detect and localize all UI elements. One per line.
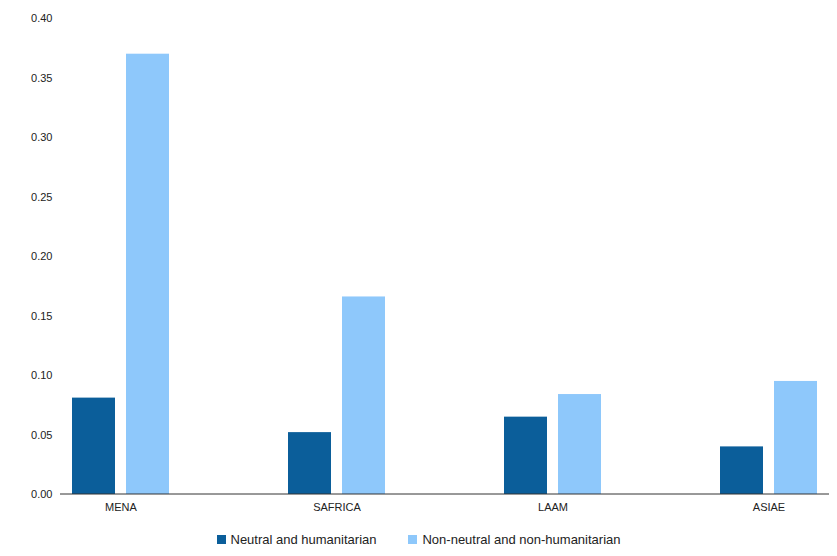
svg-text:0.25: 0.25	[31, 191, 52, 203]
svg-text:0.05: 0.05	[31, 429, 52, 441]
svg-text:0.10: 0.10	[31, 369, 52, 381]
svg-text:0.40: 0.40	[31, 12, 52, 24]
html-text:Neutral and humanitarian: Neutral and humanitarian	[230, 531, 377, 547]
svg-text:0.35: 0.35	[31, 72, 52, 84]
svg-text:0.15: 0.15	[31, 310, 52, 322]
svg-text:MENA: MENA	[105, 501, 137, 513]
html-text:Non-neutral and non-humanitari: Non-neutral and non-humanitarian	[422, 531, 621, 547]
svg-text:0.30: 0.30	[31, 131, 52, 143]
svg-text:LAAM: LAAM	[538, 501, 568, 513]
svg-text:0.00: 0.00	[31, 488, 52, 500]
svg-text:0.20: 0.20	[31, 250, 52, 262]
svg-text:SAFRICA: SAFRICA	[313, 501, 361, 513]
svg-text:ASIAE: ASIAE	[753, 501, 785, 513]
